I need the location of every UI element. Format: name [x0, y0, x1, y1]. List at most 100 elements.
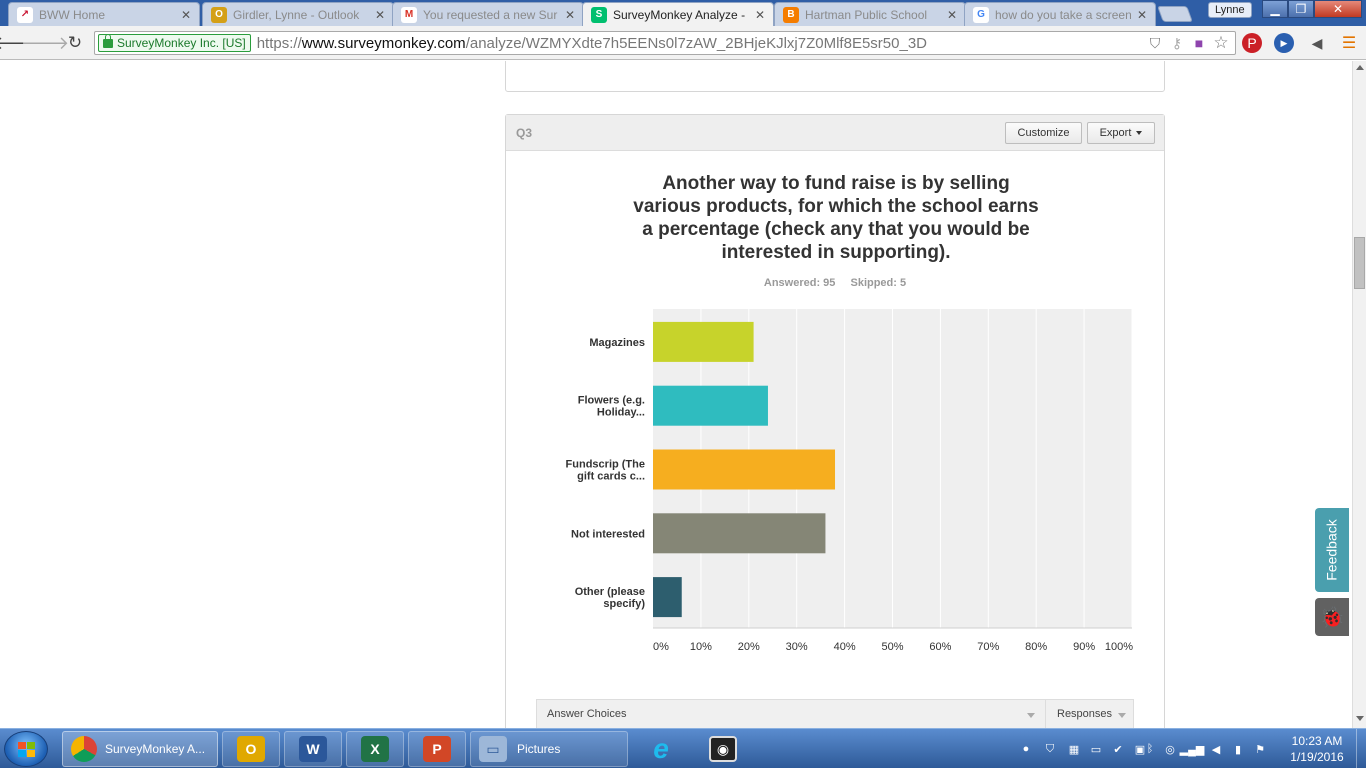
star-icon[interactable]: ☆	[1213, 33, 1229, 52]
x-tick-label: 80%	[1025, 641, 1047, 653]
scroll-down-arrow-icon[interactable]	[1356, 716, 1364, 721]
tab-google-search[interactable]: G how do you take a screen ✕	[964, 2, 1156, 26]
vertical-scrollbar[interactable]	[1352, 61, 1366, 728]
close-icon[interactable]: ✕	[564, 7, 575, 22]
taskbar-pictures[interactable]: ▭ Pictures	[470, 731, 628, 767]
audio-app-icon[interactable]: ◎	[1165, 743, 1175, 756]
taskbar-internet-explorer[interactable]: e	[632, 731, 690, 767]
battery-icon[interactable]: ▮	[1234, 743, 1242, 756]
new-tab-button[interactable]	[1157, 6, 1193, 22]
key-icon[interactable]: ⚷	[1171, 34, 1183, 51]
close-icon[interactable]: ✕	[946, 7, 957, 22]
feedback-label: Feedback	[1324, 519, 1341, 581]
clock-date: 1/19/2016	[1290, 750, 1344, 764]
extension-puzzle-icon[interactable]: ■	[1194, 35, 1204, 51]
flag-icon[interactable]: ⚑	[1255, 743, 1265, 756]
tab-label: how do you take a screen	[995, 7, 1131, 22]
taskbar-label: Pictures	[517, 742, 561, 756]
tab-label: You requested a new Sur	[423, 7, 558, 22]
tab-outlook[interactable]: O Girdler, Lynne - Outlook ✕	[202, 2, 394, 26]
start-button[interactable]	[4, 731, 48, 767]
profile-button[interactable]: Lynne	[1208, 2, 1252, 18]
system-tray: ● ⛉ ▦ ▭ ✔ ▣ ᛒ ◎ ▂▄▆ ◀ ▮ ⚑	[1012, 729, 1282, 769]
blogger-icon: B	[783, 6, 799, 23]
taskbar-word[interactable]: W	[284, 731, 342, 767]
customize-button[interactable]: Customize	[1005, 122, 1082, 144]
volume-icon[interactable]: ◀	[1211, 743, 1221, 756]
x-tick-label: 20%	[738, 641, 760, 653]
bar	[653, 449, 836, 490]
close-icon[interactable]: ✕	[754, 7, 765, 22]
shield-icon[interactable]: ⛉	[1045, 742, 1055, 755]
answer-table-header: Answer Choices Responses	[536, 699, 1134, 728]
security-check-icon[interactable]: ✔	[1113, 743, 1123, 756]
signal-icon[interactable]: ▂▄▆	[1179, 743, 1205, 756]
feedback-tab[interactable]: Feedback	[1315, 508, 1349, 592]
taskbar-excel[interactable]: X	[346, 731, 404, 767]
column-answer-choices[interactable]: Answer Choices	[547, 708, 627, 720]
bww-icon: ↗	[17, 6, 33, 23]
close-icon[interactable]: ✕	[1136, 7, 1147, 22]
category-label: Fundscrip (The gift cards c...	[566, 459, 645, 483]
column-responses[interactable]: Responses	[1057, 708, 1113, 720]
tab-label: BWW Home	[39, 7, 105, 22]
chrome-tray-icon[interactable]: ●	[1022, 743, 1030, 755]
shield-icon[interactable]: ⛉	[1149, 34, 1161, 51]
minimize-button[interactable]: ▁	[1262, 0, 1288, 18]
sort-caret-icon[interactable]	[1118, 713, 1126, 718]
previous-question-card	[505, 61, 1165, 92]
system-clock[interactable]: 10:23 AM 1/19/2016	[1284, 733, 1350, 765]
clock-time: 10:23 AM	[1291, 734, 1343, 748]
taskbar-powerpoint[interactable]: P	[408, 731, 466, 767]
tab-gmail[interactable]: M You requested a new Sur ✕	[392, 2, 584, 26]
question-card: Q3 Customize Export Another way to fund …	[505, 114, 1165, 728]
bluetooth-icon[interactable]: ᛒ	[1146, 743, 1154, 755]
excel-icon: X	[361, 736, 389, 762]
network-tools-icon[interactable]: ▦	[1068, 743, 1080, 756]
outlook-icon: O	[237, 736, 265, 762]
close-icon[interactable]: ✕	[374, 7, 385, 22]
category-label: Other (please specify)	[575, 586, 646, 610]
pinterest-icon[interactable]: P	[1242, 33, 1262, 53]
show-desktop-button[interactable]	[1356, 729, 1366, 769]
reload-icon[interactable]: ↻	[67, 33, 83, 52]
scroll-thumb[interactable]	[1354, 237, 1365, 289]
maximize-button[interactable]: ❐	[1288, 0, 1314, 18]
monitor-icon[interactable]: ▣	[1134, 743, 1146, 756]
x-tick-label: 50%	[881, 641, 903, 653]
x-tick-label: 40%	[834, 641, 856, 653]
bug-report-icon[interactable]: 🐞	[1315, 598, 1349, 636]
tab-surveymonkey[interactable]: S SurveyMonkey Analyze - I ✕	[582, 2, 774, 26]
windows-logo-icon	[18, 742, 36, 758]
taskbar-eye-app[interactable]: ◉	[694, 731, 752, 767]
menu-icon[interactable]: ☰	[1341, 35, 1357, 52]
play-icon[interactable]: ▶	[1274, 33, 1294, 53]
scroll-up-arrow-icon[interactable]	[1356, 65, 1364, 70]
address-bar[interactable]: SurveyMonkey Inc. [US] https://www.surve…	[94, 31, 1236, 55]
question-number: Q3	[516, 126, 533, 140]
ev-certificate-badge[interactable]: SurveyMonkey Inc. [US]	[98, 33, 251, 52]
taskbar-chrome[interactable]: SurveyMonkey A...	[62, 731, 218, 767]
category-label: Flowers (e.g. Holiday...	[578, 395, 645, 419]
tab-strip: ↗ BWW Home ✕ O Girdler, Lynne - Outlook …	[0, 0, 1366, 26]
bar	[653, 577, 682, 618]
close-icon[interactable]: ✕	[180, 7, 191, 22]
internet-explorer-icon: e	[653, 733, 669, 764]
url-text[interactable]: https://www.surveymonkey.com/analyze/WZM…	[257, 35, 927, 52]
category-label: Magazines	[589, 337, 645, 349]
eye-icon: ◉	[709, 736, 737, 762]
tab-bww-home[interactable]: ↗ BWW Home ✕	[8, 2, 200, 26]
outlook-icon: O	[211, 6, 227, 23]
export-button[interactable]: Export	[1087, 122, 1155, 144]
sort-caret-icon[interactable]	[1027, 713, 1035, 718]
bar-chart: 0% 10% 20% 30% 40% 50% 60% 70% 80% 90% 100% Magazin…	[566, 309, 1133, 653]
display-icon[interactable]: ▭	[1090, 743, 1102, 756]
close-window-button[interactable]: ✕	[1314, 0, 1362, 18]
taskbar-outlook[interactable]: O	[222, 731, 280, 767]
surveymonkey-icon: S	[591, 6, 607, 23]
tab-hartman[interactable]: B Hartman Public School ✕	[774, 2, 966, 26]
x-tick-label: 10%	[690, 641, 712, 653]
speaker-icon[interactable]: ◀	[1311, 34, 1323, 51]
x-tick-label: 70%	[977, 641, 999, 653]
forward-arrow-icon[interactable]: 🡒	[20, 32, 70, 53]
